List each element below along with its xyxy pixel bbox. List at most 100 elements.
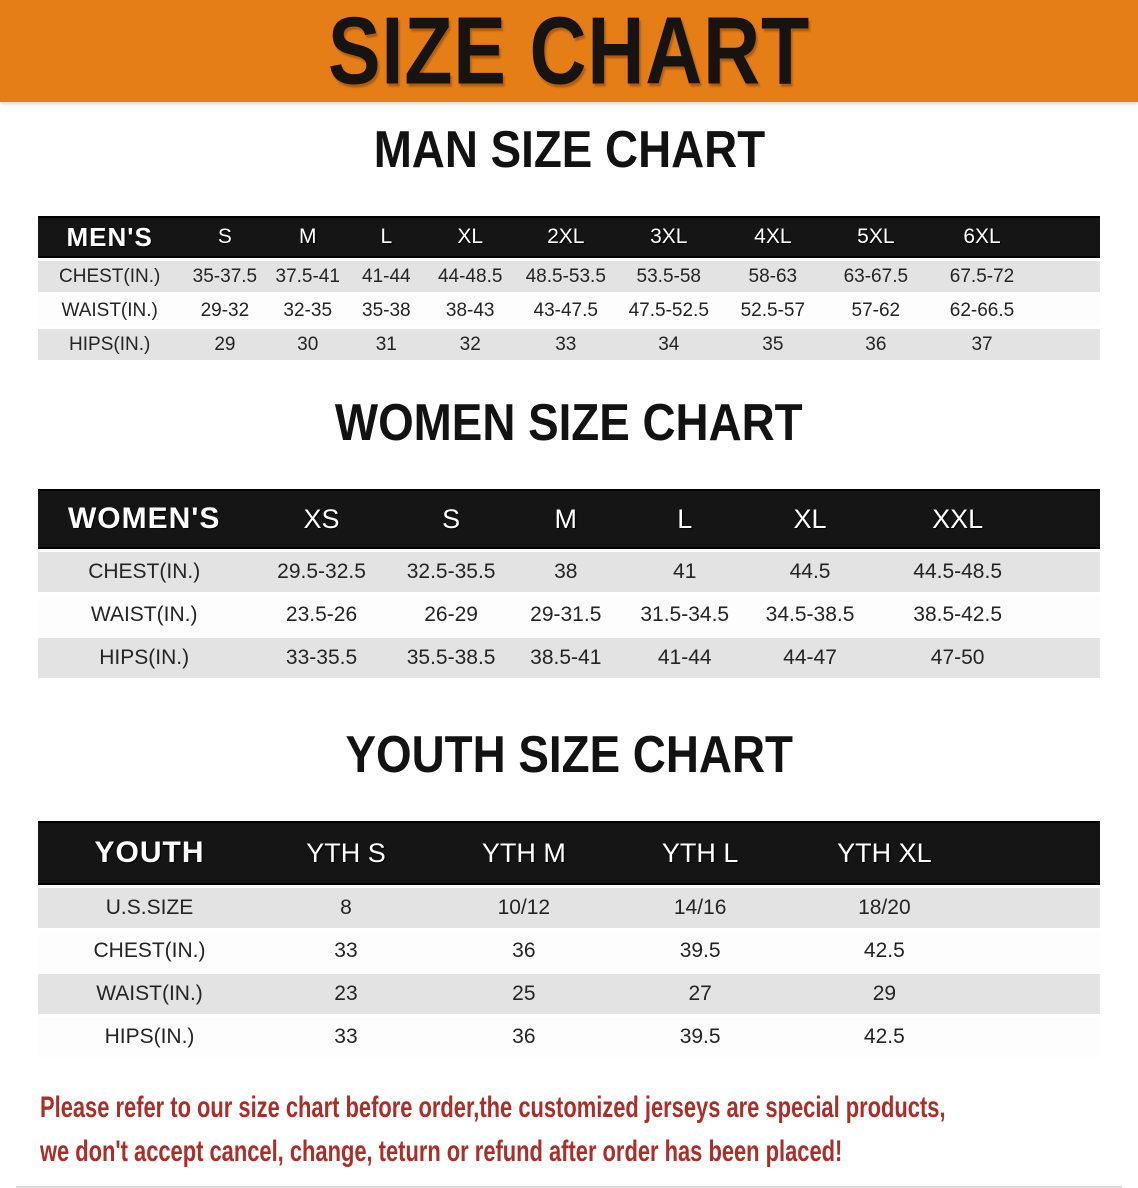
youth-size-table: YOUTH YTH S YTH M YTH L YTH XL U.S.SIZE 8 10/1… bbox=[38, 818, 1100, 1060]
size-value-cell: 37.5-41 bbox=[268, 261, 348, 292]
row-label: CHEST(IN.) bbox=[38, 931, 262, 971]
row-label: HIPS(IN.) bbox=[38, 329, 182, 360]
size-value-cell: 42.5 bbox=[783, 931, 986, 971]
size-value-cell: 8 bbox=[261, 888, 431, 928]
men-size-column-header: 4XL bbox=[720, 216, 825, 258]
filler-cell bbox=[1042, 595, 1100, 635]
women-table-row: WAIST(IN.) 23.5-26 26-29 29-31.5 31.5-34.5 34… bbox=[38, 595, 1100, 635]
womens-table-header: WOMEN'S XS S M L XL XXL bbox=[38, 489, 1100, 549]
womens-size-table: WOMEN'S XS S M L XL XXL CHEST(IN.) 29.5-32.5 32.… bbox=[38, 486, 1100, 681]
size-value-cell: 44-48.5 bbox=[425, 261, 515, 292]
youth-table-row: CHEST(IN.) 33 36 39.5 42.5 bbox=[38, 931, 1100, 971]
women-size-column-header: L bbox=[622, 489, 748, 549]
men-size-column-header: M bbox=[268, 216, 348, 258]
man-size-chart-heading: MAN SIZE CHART bbox=[0, 122, 1138, 195]
filler-cell bbox=[1042, 489, 1100, 549]
size-value-cell: 31 bbox=[347, 329, 426, 360]
women-table-row: CHEST(IN.) 29.5-32.5 32.5-35.5 38 41 44.5 44.5… bbox=[38, 552, 1100, 592]
size-value-cell: 29.5-32.5 bbox=[250, 552, 393, 592]
size-value-cell: 32.5-35.5 bbox=[392, 552, 510, 592]
filler-cell bbox=[1042, 638, 1100, 678]
disclaimer-line-1: Please refer to our size chart before or… bbox=[40, 1091, 946, 1124]
size-value-cell: 26-29 bbox=[392, 595, 510, 635]
youth-size-chart-heading-text: YOUTH SIZE CHART bbox=[345, 726, 793, 784]
size-value-cell: 43-47.5 bbox=[514, 295, 617, 326]
filler-cell bbox=[1037, 295, 1100, 326]
size-value-cell: 23 bbox=[261, 974, 431, 1014]
size-value-cell: 44-47 bbox=[747, 638, 873, 678]
filler-cell bbox=[985, 974, 1100, 1014]
men-size-column-header: 5XL bbox=[824, 216, 927, 258]
header-banner: SIZE CHART bbox=[0, 0, 1138, 102]
youth-table-row: U.S.SIZE 8 10/12 14/16 18/20 bbox=[38, 888, 1100, 928]
size-value-cell: 35.5-38.5 bbox=[392, 638, 510, 678]
size-value-cell: 39.5 bbox=[616, 1017, 784, 1057]
youth-table-row: WAIST(IN.) 23 25 27 29 bbox=[38, 974, 1100, 1014]
size-value-cell: 47.5-52.5 bbox=[616, 295, 721, 326]
mens-size-table: MEN'S S M L XL 2XL 3XL 4XL 5XL 6XL CHEST(IN.) 35-3… bbox=[38, 213, 1100, 363]
filler-cell bbox=[1037, 261, 1100, 292]
size-value-cell: 38-43 bbox=[425, 295, 515, 326]
women-size-column-header: M bbox=[509, 489, 623, 549]
size-value-cell: 41-44 bbox=[622, 638, 748, 678]
filler-cell bbox=[1037, 216, 1100, 258]
size-value-cell: 41 bbox=[622, 552, 748, 592]
size-value-cell: 34 bbox=[616, 329, 721, 360]
men-table-row: HIPS(IN.) 29 30 31 32 33 34 35 36 37 bbox=[38, 329, 1100, 360]
row-label: WAIST(IN.) bbox=[38, 295, 182, 326]
youth-table-header: YOUTH YTH S YTH M YTH L YTH XL bbox=[38, 821, 1100, 885]
men-corner-label: MEN'S bbox=[38, 216, 182, 258]
size-value-cell: 29-32 bbox=[181, 295, 269, 326]
mens-table-header: MEN'S S M L XL 2XL 3XL 4XL 5XL 6XL bbox=[38, 216, 1100, 258]
filler-cell bbox=[1042, 552, 1100, 592]
size-value-cell: 67.5-72 bbox=[926, 261, 1038, 292]
size-value-cell: 33-35.5 bbox=[250, 638, 393, 678]
size-value-cell: 58-63 bbox=[720, 261, 825, 292]
youth-header-row: YOUTH YTH S YTH M YTH L YTH XL bbox=[38, 821, 1100, 885]
filler-cell bbox=[985, 931, 1100, 971]
row-label: CHEST(IN.) bbox=[38, 261, 182, 292]
size-value-cell: 29 bbox=[783, 974, 986, 1014]
size-value-cell: 44.5-48.5 bbox=[872, 552, 1043, 592]
size-value-cell: 38.5-42.5 bbox=[872, 595, 1043, 635]
women-size-column-header: XXL bbox=[872, 489, 1043, 549]
size-value-cell: 57-62 bbox=[824, 295, 927, 326]
row-label: WAIST(IN.) bbox=[38, 974, 262, 1014]
size-value-cell: 39.5 bbox=[616, 931, 784, 971]
size-value-cell: 42.5 bbox=[783, 1017, 986, 1057]
size-value-cell: 44.5 bbox=[747, 552, 873, 592]
men-table-row: CHEST(IN.) 35-37.5 37.5-41 41-44 44-48.5 48.5… bbox=[38, 261, 1100, 292]
size-value-cell: 27 bbox=[616, 974, 784, 1014]
size-value-cell: 41-44 bbox=[347, 261, 426, 292]
women-size-column-header: XL bbox=[747, 489, 873, 549]
row-label: HIPS(IN.) bbox=[38, 638, 251, 678]
size-value-cell: 63-67.5 bbox=[824, 261, 927, 292]
size-value-cell: 36 bbox=[430, 1017, 617, 1057]
size-chart-title: SIZE CHART bbox=[327, 0, 811, 105]
youth-table-body: U.S.SIZE 8 10/12 14/16 18/20 CHEST(IN.) 33 36 39… bbox=[38, 888, 1100, 1057]
men-table-row: WAIST(IN.) 29-32 32-35 35-38 38-43 43-47.5 47.… bbox=[38, 295, 1100, 326]
women-corner-label: WOMEN'S bbox=[38, 489, 251, 549]
men-size-column-header: XL bbox=[425, 216, 515, 258]
filler-cell bbox=[985, 888, 1100, 928]
size-value-cell: 31.5-34.5 bbox=[622, 595, 748, 635]
men-size-column-header: 6XL bbox=[926, 216, 1038, 258]
row-label: CHEST(IN.) bbox=[38, 552, 251, 592]
size-value-cell: 33 bbox=[514, 329, 617, 360]
size-value-cell: 29-31.5 bbox=[509, 595, 623, 635]
size-value-cell: 52.5-57 bbox=[720, 295, 825, 326]
women-header-row: WOMEN'S XS S M L XL XXL bbox=[38, 489, 1100, 549]
size-value-cell: 34.5-38.5 bbox=[747, 595, 873, 635]
women-size-column-header: S bbox=[392, 489, 510, 549]
womens-table-body: CHEST(IN.) 29.5-32.5 32.5-35.5 38 41 44.5 44.5… bbox=[38, 552, 1100, 678]
size-value-cell: 30 bbox=[268, 329, 348, 360]
youth-corner-label: YOUTH bbox=[38, 821, 262, 885]
size-value-cell: 35 bbox=[720, 329, 825, 360]
men-header-row: MEN'S S M L XL 2XL 3XL 4XL 5XL 6XL bbox=[38, 216, 1100, 258]
youth-table-row: HIPS(IN.) 33 36 39.5 42.5 bbox=[38, 1017, 1100, 1057]
youth-size-chart-heading: YOUTH SIZE CHART bbox=[0, 727, 1138, 800]
size-value-cell: 35-38 bbox=[347, 295, 426, 326]
man-size-chart-heading-text: MAN SIZE CHART bbox=[373, 121, 765, 179]
size-value-cell: 33 bbox=[261, 931, 431, 971]
mens-table-body: CHEST(IN.) 35-37.5 37.5-41 41-44 44-48.5 48.5… bbox=[38, 261, 1100, 360]
